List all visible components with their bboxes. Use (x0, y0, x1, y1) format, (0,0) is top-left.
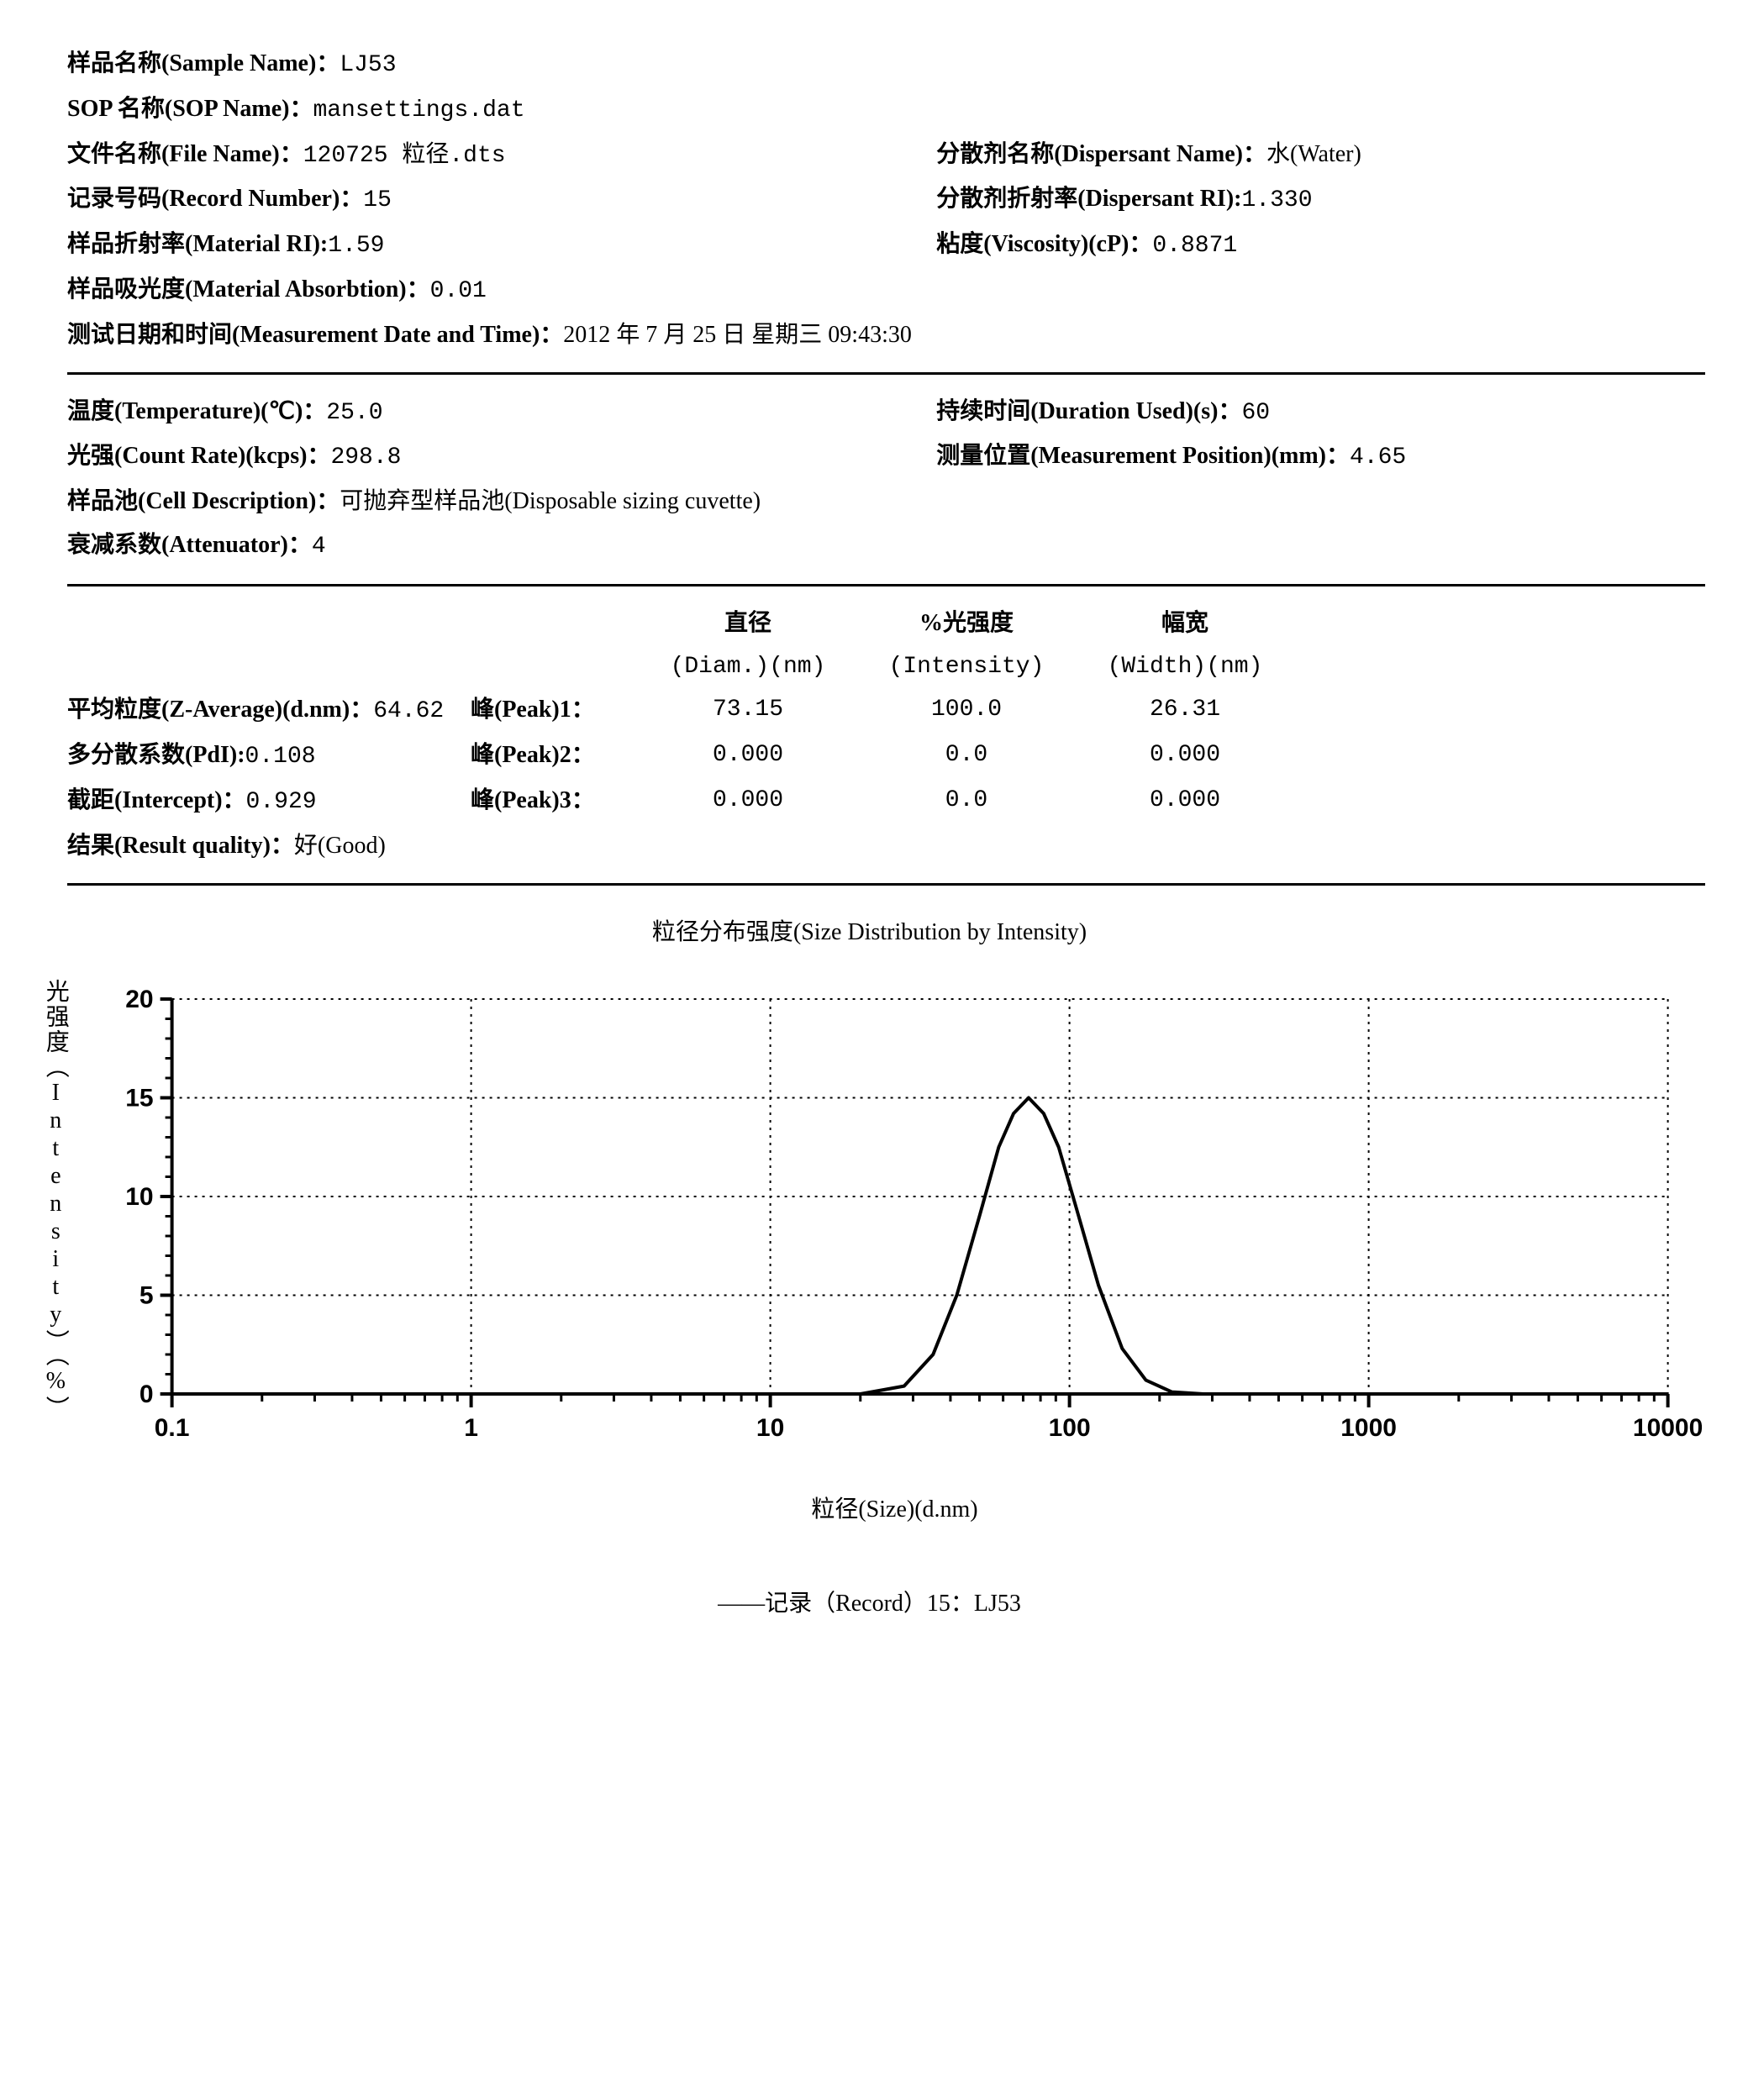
footer-record: ——记录（Record）15：LJ53 (34, 1582, 1705, 1626)
duration-label: 持续时间(Duration Used)(s)： (936, 398, 1241, 424)
svg-text:10: 10 (125, 1183, 153, 1211)
col-diam-header: 直径 (639, 602, 857, 645)
date-value: 2012 年 7 月 25 日 星期三 09:43:30 (563, 322, 912, 348)
peak1-diam: 73.15 (639, 688, 857, 734)
svg-text:0: 0 (140, 1381, 154, 1408)
pdi-row: 多分散系数(PdI):0.108 (67, 734, 471, 779)
divider-2 (67, 584, 1705, 586)
svg-text:1: 1 (464, 1414, 478, 1442)
disp-ri-row: 分散剂折射率(Dispersant RI):1.330 (936, 177, 1705, 223)
pos-row: 测量位置(Measurement Position)(mm)：4.65 (936, 434, 1705, 480)
record-row: 记录号码(Record Number)：15 (34, 177, 936, 223)
chart-block: 粒径分布强度(Size Distribution by Intensity) 光… (34, 911, 1705, 1533)
peak2-width: 0.000 (1076, 734, 1294, 779)
sop-row: SOP 名称(SOP Name)：mansettings.dat (34, 87, 1705, 133)
count-row: 光强(Count Rate)(kcps)：298.8 (34, 434, 936, 480)
file-label: 文件名称(File Name)： (67, 141, 303, 167)
peak2-diam: 0.000 (639, 734, 857, 779)
peak1-width: 26.31 (1076, 688, 1294, 734)
mat-ri-value: 1.59 (328, 233, 384, 259)
abs-row: 样品吸光度(Material Absorbtion)：0.01 (34, 268, 1705, 313)
atten-label: 衰减系数(Attenuator)： (67, 532, 312, 558)
mat-ri-label: 样品折射率(Material RI): (67, 231, 328, 257)
svg-text:0.1: 0.1 (155, 1414, 190, 1442)
dispersant-label: 分散剂名称(Dispersant Name)： (936, 141, 1266, 167)
duration-row: 持续时间(Duration Used)(s)：60 (936, 390, 1705, 435)
divider-3 (67, 883, 1705, 886)
chart-title: 粒径分布强度(Size Distribution by Intensity) (34, 911, 1705, 955)
abs-value: 0.01 (430, 278, 487, 304)
count-label: 光强(Count Rate)(kcps)： (67, 443, 330, 469)
atten-value: 4 (312, 534, 326, 560)
disp-ri-value: 1.330 (1241, 187, 1312, 213)
count-value: 298.8 (330, 444, 401, 471)
atten-row: 衰减系数(Attenuator)：4 (34, 523, 1705, 569)
peak2-int: 0.0 (857, 734, 1076, 779)
peak3-int: 0.0 (857, 779, 1076, 824)
svg-text:100: 100 (1048, 1414, 1090, 1442)
visc-label: 粘度(Viscosity)(cP)： (936, 231, 1152, 257)
mat-ri-row: 样品折射率(Material RI):1.59 (34, 223, 936, 268)
zavg-row: 平均粒度(Z-Average)(d.nm)：64.62 (67, 688, 471, 734)
cell-row: 样品池(Cell Description)：可抛弃型样品池(Disposable… (34, 480, 1705, 523)
svg-text:10000: 10000 (1633, 1414, 1703, 1442)
sample-name-label: 样品名称(Sample Name)： (67, 50, 340, 76)
chart-xlabel: 粒径(Size)(d.nm) (34, 1488, 1705, 1532)
svg-text:10: 10 (756, 1414, 784, 1442)
svg-text:5: 5 (140, 1282, 154, 1310)
peaks-table: 直径 %光强度 幅宽 (Diam.)(nm) (Intensity) (Widt… (34, 602, 1705, 868)
pos-value: 4.65 (1350, 444, 1406, 471)
peak1-int: 100.0 (857, 688, 1076, 734)
col-width-header: 幅宽 (1076, 602, 1294, 645)
sop-value: mansettings.dat (313, 97, 524, 124)
col-int-header: %光强度 (857, 602, 1076, 645)
col-width-sub: (Width)(nm) (1076, 645, 1294, 689)
divider-1 (67, 372, 1705, 375)
dispersant-value: 水(Water) (1266, 141, 1361, 167)
size-distribution-chart: 0 5 10 15 20 0.1 1 10 100 1000 10000 (84, 982, 1705, 1453)
peak2-label: 峰(Peak)2： (471, 734, 639, 779)
col-diam-sub: (Diam.)(nm) (639, 645, 857, 689)
date-label: 测试日期和时间(Measurement Date and Time)： (67, 322, 563, 348)
cell-label: 样品池(Cell Description)： (67, 488, 340, 514)
file-value: 120725 粒径.dts (303, 143, 506, 169)
peak3-width: 0.000 (1076, 779, 1294, 824)
temp-value: 25.0 (326, 400, 382, 426)
record-value: 15 (363, 187, 392, 213)
pos-label: 测量位置(Measurement Position)(mm)： (936, 443, 1350, 469)
peak3-diam: 0.000 (639, 779, 857, 824)
quality-row: 结果(Result quality)：好(Good) (67, 824, 471, 868)
svg-text:20: 20 (125, 986, 153, 1013)
peak3-label: 峰(Peak)3： (471, 779, 639, 824)
record-label: 记录号码(Record Number)： (67, 186, 363, 212)
svg-text:15: 15 (125, 1085, 153, 1112)
date-row: 测试日期和时间(Measurement Date and Time)：2012 … (34, 313, 1705, 357)
peak1-label: 峰(Peak)1： (471, 688, 639, 734)
sample-name-value: LJ53 (340, 52, 396, 78)
col-int-sub: (Intensity) (857, 645, 1076, 689)
disp-ri-label: 分散剂折射率(Dispersant RI): (936, 186, 1241, 212)
temp-label: 温度(Temperature)(℃)： (67, 398, 326, 424)
sop-label: SOP 名称(SOP Name)： (67, 96, 313, 122)
abs-label: 样品吸光度(Material Absorbtion)： (67, 276, 430, 302)
sample-name-row: 样品名称(Sample Name)：LJ53 (34, 42, 1705, 87)
intercept-row: 截距(Intercept)：0.929 (67, 779, 471, 824)
chart-ylabel: 光强度（Intensity）（%） (34, 979, 84, 1471)
temp-row: 温度(Temperature)(℃)：25.0 (34, 390, 936, 435)
visc-row: 粘度(Viscosity)(cP)：0.8871 (936, 223, 1705, 268)
duration-value: 60 (1241, 400, 1270, 426)
file-row: 文件名称(File Name)：120725 粒径.dts (34, 133, 936, 178)
cell-value: 可抛弃型样品池(Disposable sizing cuvette) (340, 488, 761, 514)
visc-value: 0.8871 (1152, 233, 1237, 259)
dispersant-row: 分散剂名称(Dispersant Name)：水(Water) (936, 133, 1705, 178)
svg-text:1000: 1000 (1340, 1414, 1397, 1442)
